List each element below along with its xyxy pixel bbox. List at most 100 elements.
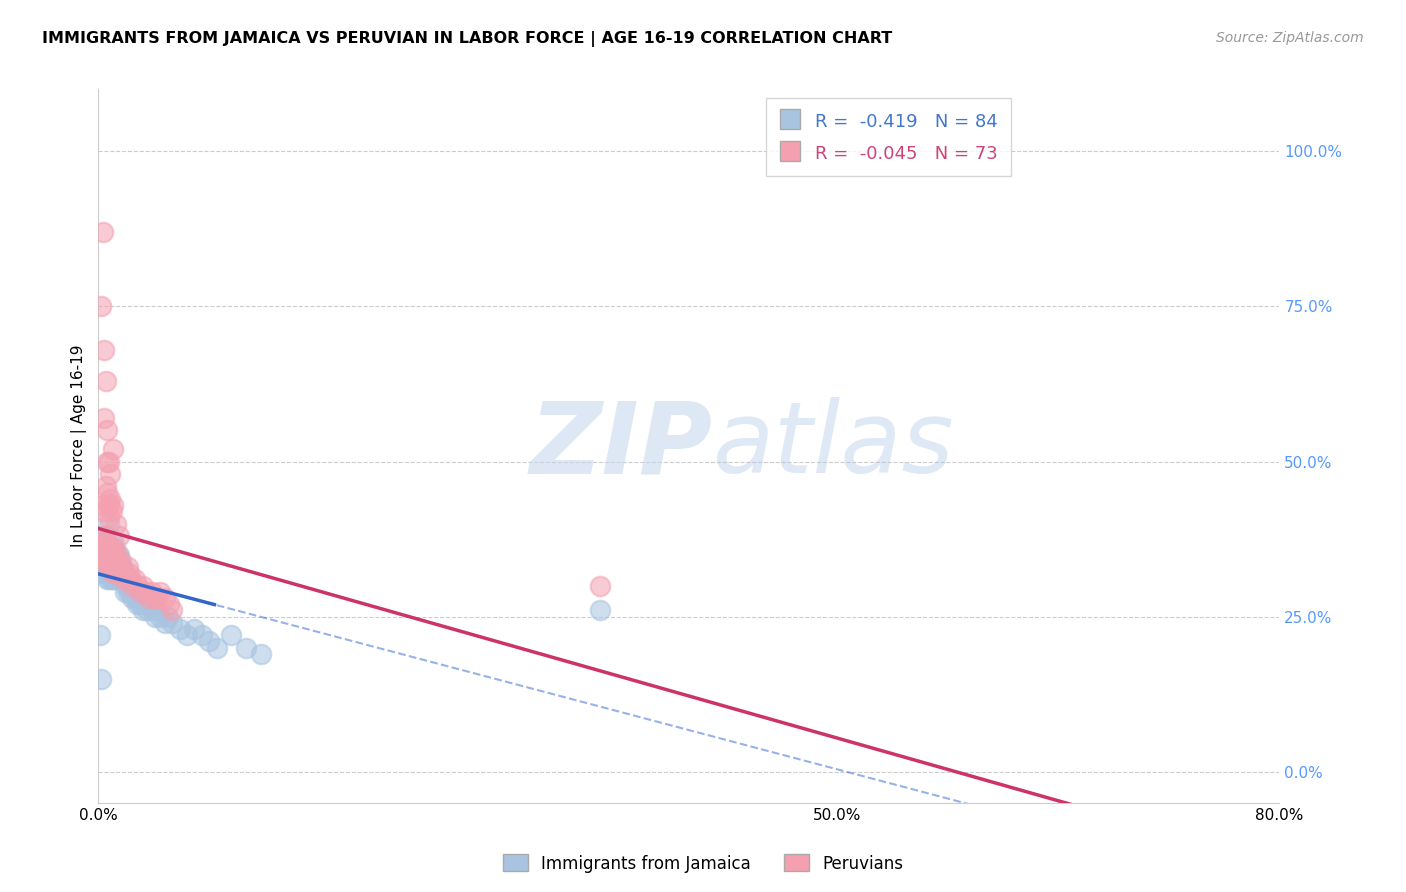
Point	[198, 634, 221, 648]
Point	[96, 541, 118, 556]
Point	[108, 548, 131, 562]
Point	[139, 597, 162, 611]
Point	[90, 548, 112, 562]
Point	[104, 548, 127, 562]
Point	[183, 622, 205, 636]
Point	[103, 560, 125, 574]
Point	[105, 516, 128, 531]
Point	[94, 535, 117, 549]
Point	[104, 541, 127, 556]
Point	[93, 566, 115, 581]
Point	[98, 467, 121, 481]
Text: Source: ZipAtlas.com: Source: ZipAtlas.com	[1216, 31, 1364, 45]
Point	[120, 584, 142, 599]
Point	[93, 541, 115, 556]
Point	[117, 560, 139, 574]
Point	[112, 566, 135, 581]
Point	[125, 597, 148, 611]
Point	[156, 609, 179, 624]
Point	[143, 591, 166, 605]
Point	[141, 584, 163, 599]
Point	[107, 560, 129, 574]
Point	[127, 591, 149, 605]
Point	[219, 628, 242, 642]
Point	[100, 548, 122, 562]
Point	[100, 573, 122, 587]
Point	[117, 573, 139, 587]
Point	[110, 554, 132, 568]
Point	[97, 516, 120, 531]
Point	[97, 560, 120, 574]
Point	[90, 529, 112, 543]
Point	[205, 640, 228, 655]
Point	[94, 374, 117, 388]
Point	[103, 548, 125, 562]
Point	[91, 535, 114, 549]
Point	[110, 560, 132, 574]
Point	[91, 548, 114, 562]
Point	[97, 573, 120, 587]
Point	[98, 566, 121, 581]
Point	[89, 554, 111, 568]
Point	[96, 541, 118, 556]
Point	[141, 603, 163, 617]
Point	[97, 454, 120, 468]
Point	[98, 554, 121, 568]
Point	[235, 640, 257, 655]
Point	[94, 479, 117, 493]
Point	[103, 554, 125, 568]
Point	[114, 566, 136, 581]
Point	[105, 548, 128, 562]
Point	[90, 560, 112, 574]
Point	[108, 560, 131, 574]
Point	[589, 579, 612, 593]
Point	[112, 573, 135, 587]
Point	[100, 548, 122, 562]
Text: IMMIGRANTS FROM JAMAICA VS PERUVIAN IN LABOR FORCE | AGE 16-19 CORRELATION CHART: IMMIGRANTS FROM JAMAICA VS PERUVIAN IN L…	[42, 31, 893, 47]
Point	[98, 541, 121, 556]
Point	[104, 566, 127, 581]
Point	[96, 454, 118, 468]
Point	[94, 529, 117, 543]
Point	[93, 554, 115, 568]
Point	[108, 554, 131, 568]
Point	[250, 647, 273, 661]
Point	[93, 554, 115, 568]
Point	[121, 591, 143, 605]
Point	[93, 411, 115, 425]
Point	[97, 510, 120, 524]
Point	[111, 566, 134, 581]
Point	[98, 541, 121, 556]
Point	[96, 554, 118, 568]
Point	[96, 424, 118, 438]
Point	[107, 566, 129, 581]
Point	[90, 299, 112, 313]
Point	[91, 535, 114, 549]
Point	[89, 541, 111, 556]
Point	[100, 560, 122, 574]
Point	[104, 554, 127, 568]
Point	[115, 573, 138, 587]
Point	[124, 591, 146, 605]
Point	[96, 485, 118, 500]
Point	[105, 573, 128, 587]
Point	[91, 548, 114, 562]
Point	[118, 566, 141, 581]
Legend: Immigrants from Jamaica, Peruvians: Immigrants from Jamaica, Peruvians	[496, 847, 910, 880]
Point	[90, 672, 112, 686]
Point	[146, 603, 169, 617]
Point	[114, 573, 136, 587]
Point	[100, 560, 122, 574]
Text: atlas: atlas	[713, 398, 955, 494]
Point	[153, 591, 176, 605]
Point	[132, 603, 155, 617]
Point	[589, 603, 612, 617]
Point	[162, 603, 183, 617]
Point	[132, 579, 155, 593]
Point	[93, 504, 115, 518]
Point	[91, 225, 114, 239]
Point	[90, 548, 112, 562]
Point	[124, 573, 146, 587]
Point	[93, 541, 115, 556]
Point	[94, 560, 117, 574]
